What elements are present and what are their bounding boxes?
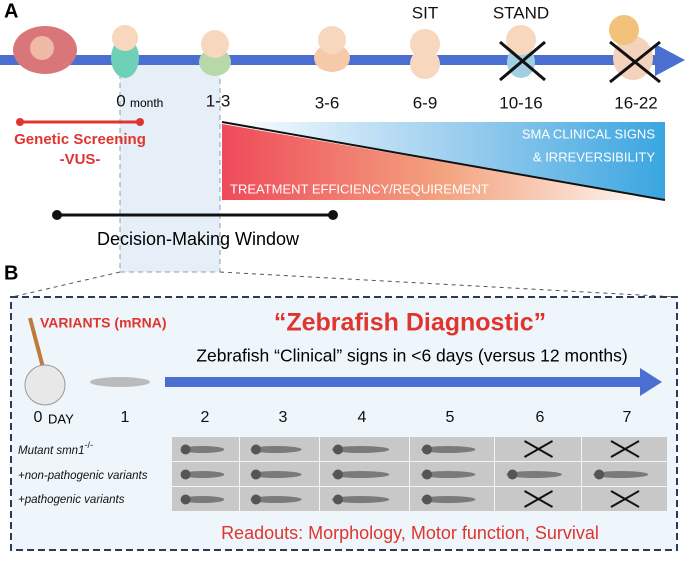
day-label: 1 [121,409,130,426]
day-label: 3 [279,409,288,426]
row-superscript: -/- [84,440,93,450]
larva [331,496,390,503]
larva-head [251,444,261,455]
zoom-box [119,61,221,273]
day-unit: DAY [48,411,74,426]
day-label: 5 [446,409,455,426]
day-label: 2 [201,409,210,426]
day-label: 6 [536,409,545,426]
panel-label: B [4,262,18,284]
row-text: Mutant smn1 [18,445,84,457]
timeline-arrow [655,44,685,76]
larva [250,446,302,453]
larva [331,471,390,478]
row-label: Mutant smn1-/- [18,440,93,457]
larva [180,446,225,453]
milestone: SIT [412,3,438,22]
larva [421,496,476,503]
baby-icons [13,15,653,80]
larva [593,471,649,478]
larva [180,471,225,478]
larva [421,471,476,478]
larva [250,496,302,503]
larva-head [333,494,343,505]
signs-label: SMA CLINICAL SIGNS [522,126,655,141]
row-label: +non-pathogenic variants [18,470,148,482]
panel-label: A [4,0,18,22]
cross-marks [499,40,661,84]
larva-head [180,494,191,505]
day-label: 7 [623,409,632,426]
larva [250,471,302,478]
larva [421,446,476,453]
screening-line [16,118,144,126]
larva-head [333,469,343,480]
cross [610,490,640,508]
larva-head [180,444,191,455]
cross [524,440,553,458]
variants-label: VARIANTS (mRNA) [40,315,167,331]
day-arrow [165,377,645,387]
age-label: 16-22 [614,93,657,112]
larvae-grid [172,437,667,511]
row-label: +pathogenic variants [18,494,125,506]
day-label: 4 [358,409,367,426]
larva-head [180,469,191,480]
day-arrow-head [640,368,662,396]
larva-head [422,444,432,455]
cross [524,490,553,508]
larva [180,496,225,503]
cross [610,440,640,458]
larva-head [251,469,261,480]
age-label: 1-3 [206,91,231,110]
age-label: 0 [116,91,125,110]
larva [331,446,390,453]
screening-subtitle: -VUS- [60,151,101,168]
signs-label: & IRREVERSIBILITY [533,149,655,164]
treatment-label: TREATMENT EFFICIENCY/REQUIREMENT [230,181,489,196]
window-label: Decision-Making Window [97,229,300,249]
larva-head [422,494,432,505]
window-line [52,210,338,220]
larva-head [251,494,261,505]
injection-icon [24,317,150,406]
zoom-lines [11,271,677,298]
larva-head [594,469,605,480]
day-label: 0 [34,409,43,426]
age-label: 3-6 [315,93,340,112]
age-label: 6-9 [413,93,438,112]
panel-b-subtitle: Zebrafish “Clinical” signs in <6 days (v… [196,346,627,366]
screening-title: Genetic Screening [14,131,146,148]
larva-head [507,469,518,480]
larva-head [422,469,432,480]
age-unit: month [130,96,163,110]
larva-head [333,444,343,455]
panel-b-title: “Zebrafish Diagnostic” [274,309,546,337]
milestone: STAND [493,3,549,22]
divider [221,121,666,201]
readouts: Readouts: Morphology, Motor function, Su… [221,523,599,543]
larva [506,471,562,478]
age-label: 10-16 [499,93,542,112]
